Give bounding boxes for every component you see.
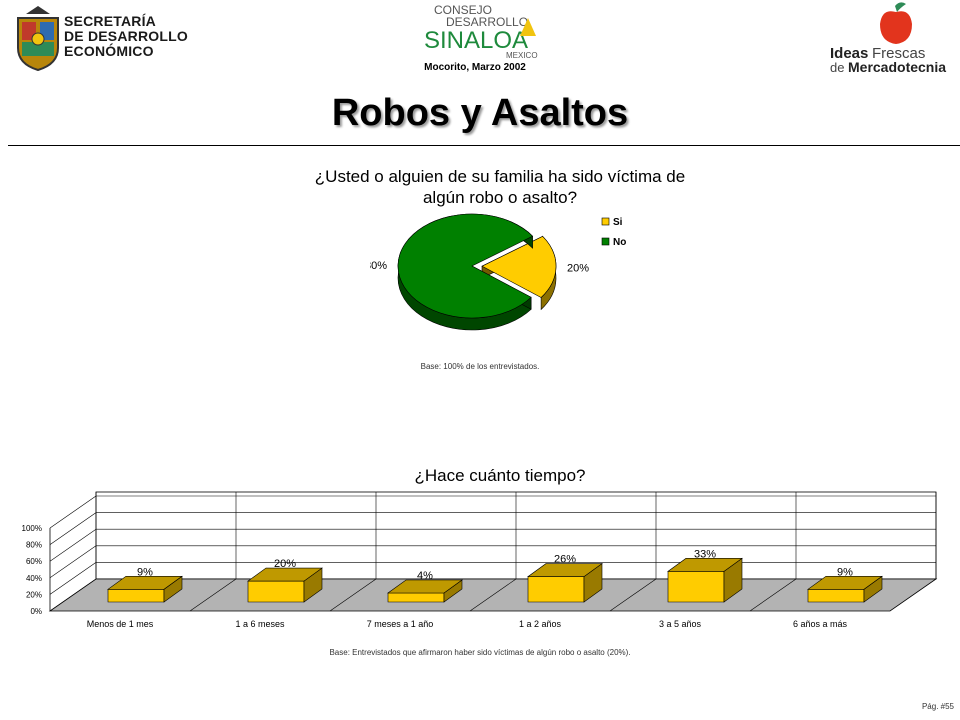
legend-swatch-no (601, 237, 610, 246)
pie-chart: 20% 80% Si No (370, 213, 626, 331)
bar-question: ¿Hace cuánto tiempo? (414, 466, 586, 485)
legend-label-no: No (613, 237, 626, 248)
secretaria-text: SECRETARÍA DE DESARROLLO ECONÓMICO (64, 13, 188, 59)
pie-slice-no (397, 213, 534, 331)
y-tick-label: 80% (26, 541, 42, 550)
x-category-label: 6 años a más (793, 619, 848, 629)
title-divider (8, 145, 960, 146)
y-tick-label: 100% (22, 524, 42, 533)
logo-desarrollo-text: DESARROLLO (446, 15, 528, 29)
bar-value-label: 9% (837, 566, 853, 578)
logo-triangle-icon (520, 18, 536, 36)
consejo-sinaloa-logo: CONSEJO DESARROLLO SINALOA MEXICO (420, 0, 550, 60)
x-category-label: 1 a 2 años (519, 619, 562, 629)
x-category-label: 7 meses a 1 año (367, 619, 434, 629)
bar-value-label: 9% (137, 566, 153, 578)
bar-value-label: 26% (554, 554, 576, 566)
date-subtitle: Mocorito, Marzo 2002 (424, 62, 526, 73)
bar-1 (107, 575, 183, 603)
bar-3 (387, 579, 463, 603)
bar-chart: 0% 20% 40% 60% 80% 100% 9% Menos de 1 mes 20% 1 a… (22, 491, 938, 629)
bar-grid (49, 491, 937, 612)
y-tick-label: 20% (26, 590, 42, 599)
legend-swatch-si (601, 217, 610, 226)
logo-consejo-text: CONSEJO (434, 3, 492, 17)
bar-value-label: 33% (694, 548, 716, 560)
y-tick-label: 0% (30, 607, 42, 616)
x-category-label: Menos de 1 mes (87, 619, 154, 629)
bar-base-note: Base: Entrevistados que afirmaron haber … (329, 648, 631, 657)
pie-base-note: Base: 100% de los entrevistados. (420, 362, 540, 371)
svg-text:de: de (830, 60, 844, 75)
bar-2 (247, 567, 323, 603)
pie-slice-si (481, 235, 557, 311)
bar-value-label: 4% (417, 570, 433, 582)
logo-mexico-text: MEXICO (506, 51, 538, 60)
secretaria-logo (8, 4, 168, 76)
bar-6 (807, 575, 883, 603)
svg-text:Mercadotecnia: Mercadotecnia (848, 59, 946, 75)
x-category-label: 1 a 6 meses (235, 619, 285, 629)
bar-4 (527, 562, 603, 603)
page-number: Pág. #55 (921, 702, 954, 711)
svg-text:Frescas: Frescas (872, 45, 925, 62)
svg-text:Ideas: Ideas (830, 45, 868, 62)
pie-label-no: 80% (370, 260, 387, 272)
ideas-frescas-logo: Ideas Frescas de Mercadotecnia (820, 0, 960, 80)
y-tick-label: 40% (26, 574, 42, 583)
legend-label-si: Si (613, 217, 623, 228)
bar-value-label: 20% (274, 558, 296, 570)
page-title: Robos y Asaltos (331, 92, 629, 134)
coat-of-arms-icon (17, 6, 59, 72)
logo-sinaloa-text: SINALOA (424, 27, 528, 54)
pie-question: ¿Usted o alguien de su familia ha sido v… (314, 167, 686, 207)
y-tick-label: 60% (26, 557, 42, 566)
bar-5 (667, 557, 743, 603)
apple-icon (880, 2, 912, 44)
pie-label-si: 20% (567, 262, 589, 274)
x-category-label: 3 a 5 años (659, 619, 702, 629)
